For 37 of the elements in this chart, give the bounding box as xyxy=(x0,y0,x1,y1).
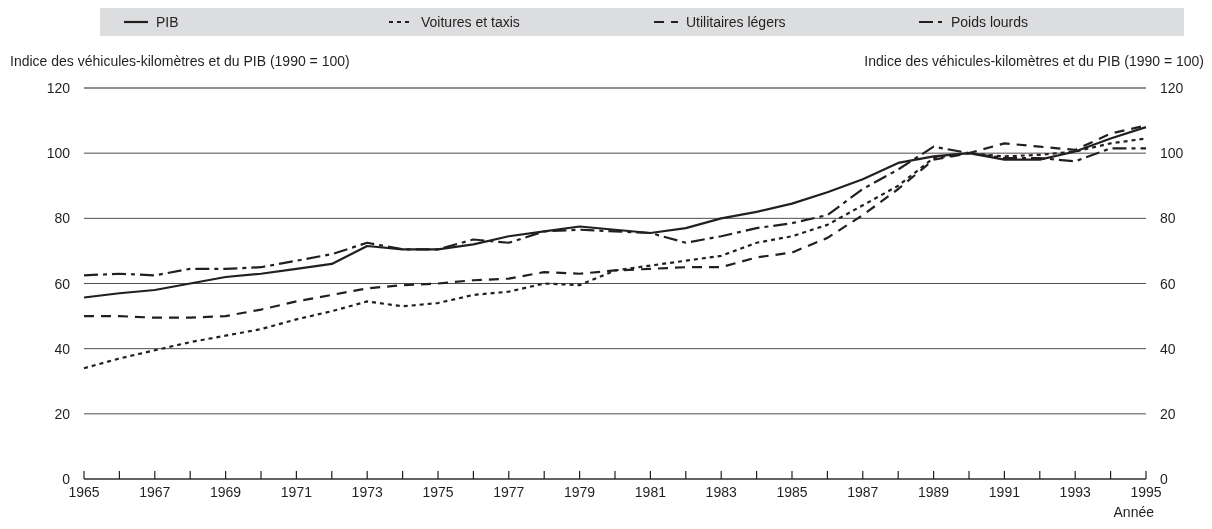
y2-tick-label: 80 xyxy=(1160,210,1176,227)
x-tick-label: 1975 xyxy=(422,484,454,500)
x-tick-label: 1965 xyxy=(68,484,100,500)
x-tick-label: 1983 xyxy=(705,484,737,500)
y2-axis-title: Indice des véhicules-kilomètres et du PIB (1990 = 100) xyxy=(864,53,1204,69)
y-tick-label: 60 xyxy=(54,275,71,292)
y-tick-label: 120 xyxy=(46,80,71,96)
y2-tick-label: 60 xyxy=(1160,275,1176,292)
y-tick-label: 100 xyxy=(46,145,71,162)
x-tick-label: 1973 xyxy=(351,484,383,500)
x-tick-label: 1995 xyxy=(1130,484,1162,500)
y-axis-title: Indice des véhicules-kilomètres et du PIB (1990 = 100) xyxy=(10,53,350,69)
x-tick-label: 1989 xyxy=(918,484,950,500)
y2-tick-label: 100 xyxy=(1160,145,1184,162)
legend-label: Poids lourds xyxy=(951,14,1029,30)
x-tick-label: 1987 xyxy=(847,484,879,500)
y2-tick-label: 0 xyxy=(1160,471,1168,487)
y2-tick-label: 40 xyxy=(1160,340,1176,357)
legend-label: Utilitaires légers xyxy=(686,14,786,30)
legend-label: Voitures et taxis xyxy=(421,14,520,30)
y2-tick-label: 20 xyxy=(1160,405,1176,422)
x-axis-title: Année xyxy=(1113,504,1155,520)
x-tick-label: 1979 xyxy=(564,484,596,500)
x-tick-label: 1981 xyxy=(634,484,667,500)
x-tick-label: 1977 xyxy=(493,484,525,500)
x-tick-label: 1985 xyxy=(776,484,808,500)
x-tick-label: 1971 xyxy=(280,484,313,500)
x-tick-label: 1969 xyxy=(210,484,242,500)
x-tick-label: 1993 xyxy=(1059,484,1091,500)
x-tick-label: 1967 xyxy=(139,484,171,500)
y2-tick-label: 120 xyxy=(1160,80,1184,96)
y-tick-label: 80 xyxy=(54,210,71,227)
legend-label: PIB xyxy=(156,14,179,30)
y-tick-label: 20 xyxy=(54,405,71,422)
y-tick-label: 40 xyxy=(54,340,71,357)
y-tick-label: 0 xyxy=(62,471,71,487)
x-tick-label: 1991 xyxy=(988,484,1021,500)
